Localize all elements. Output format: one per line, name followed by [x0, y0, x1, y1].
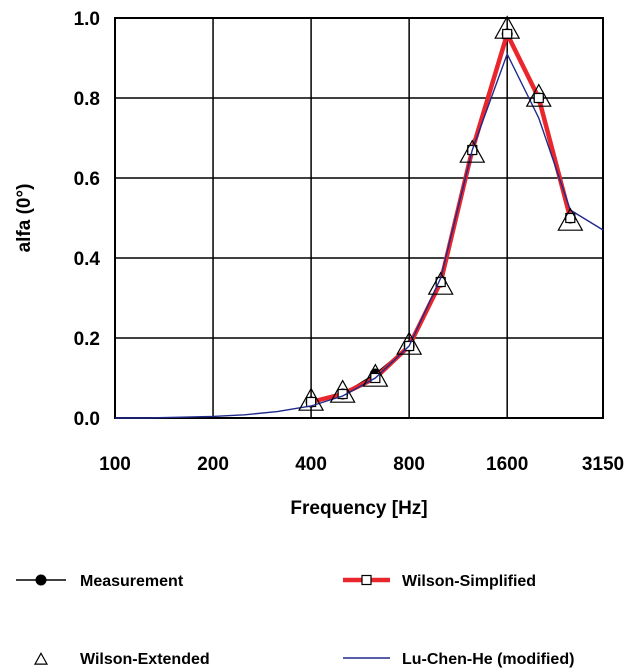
x-tick-label: 200 [197, 454, 229, 475]
wilson-extended-point [396, 331, 423, 355]
wilson-extended-point [525, 83, 552, 107]
series-wilson-simplified-line [310, 31, 573, 405]
plot-frame [114, 17, 604, 419]
wilson-extended-point [459, 139, 486, 163]
x-tick-label: 3150 [582, 454, 624, 475]
legend-wilson-simplified-marker [361, 574, 372, 586]
y-tick-label: 0.6 [74, 169, 100, 190]
wilson-simplified-point [565, 212, 576, 224]
series-lu-chen-he-line [115, 52, 604, 419]
series-lu-chen-he [115, 52, 604, 419]
series-measurement-line [310, 31, 572, 403]
y-tick-label: 1.0 [74, 9, 100, 30]
legend-wilson-extended-marker [33, 652, 49, 665]
legend-label: Measurement [80, 573, 184, 590]
series-wilson-extended [298, 15, 584, 411]
y-tick-label: 0.0 [74, 409, 100, 430]
legend-label: Wilson-Extended [80, 651, 210, 668]
y-tick-label: 0.8 [74, 89, 100, 110]
wilson-extended-point [427, 271, 454, 295]
x-tick-label: 400 [295, 454, 327, 475]
series-layer [115, 15, 604, 419]
series-measurement [305, 28, 576, 408]
x-tick-label: 1600 [486, 454, 528, 475]
y-tick-labels: 0.0 0.2 0.4 0.6 0.8 1.0 [74, 9, 101, 430]
legend-measurement-marker [35, 574, 47, 586]
legend-label: Wilson-Simplified [402, 573, 536, 590]
y-tick-label: 0.2 [74, 329, 100, 350]
wilson-extended-point [329, 379, 356, 403]
wilson-extended-point [298, 387, 325, 411]
x-tick-labels: 100 200 400 800 1600 3150 [99, 454, 624, 475]
series-wilson-simplified [305, 28, 576, 408]
wilson-extended-point [362, 363, 389, 387]
y-tick-label: 0.4 [74, 249, 101, 270]
x-tick-label: 100 [99, 454, 131, 475]
wilson-extended-point [557, 207, 584, 231]
x-tick-label: 800 [393, 454, 425, 475]
wilson-simplified-point [533, 92, 544, 104]
wilson-simplified-point [502, 28, 513, 40]
legend: Measurement Wilson-Simplified Wilson-Exten… [16, 573, 574, 668]
wilson-extended-point [494, 15, 521, 39]
legend-label: Lu-Chen-He (modified) [402, 651, 574, 668]
x-axis-label: Frequency [Hz] [290, 498, 427, 519]
y-axis-label: alfa (0°) [14, 184, 35, 253]
